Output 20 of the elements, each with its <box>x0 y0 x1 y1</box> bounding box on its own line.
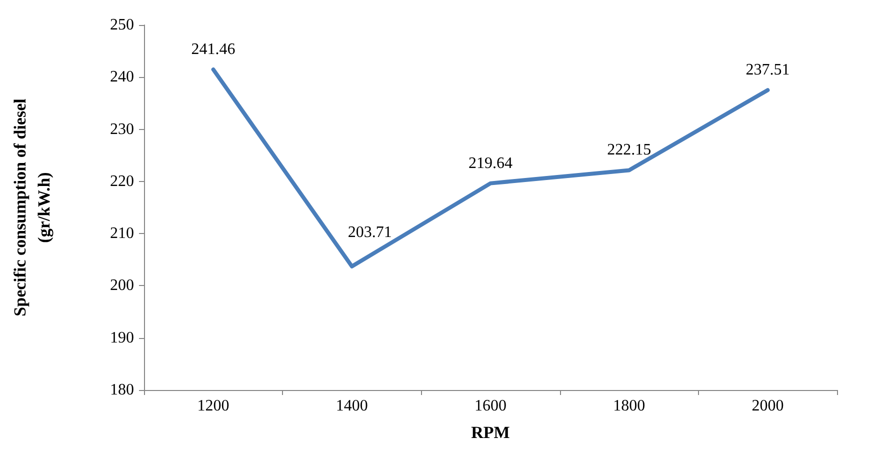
y-axis-title: Specific consumption of diesel (gr/kW.h) <box>10 98 54 316</box>
y-tick-label: 180 <box>110 382 134 398</box>
y-tick-label: 230 <box>110 120 134 138</box>
x-tick-label: 1600 <box>474 398 506 414</box>
data-label: 219.64 <box>468 154 512 172</box>
data-label: 222.15 <box>607 142 652 159</box>
data-label: 241.46 <box>191 41 236 58</box>
x-tick-label: 1400 <box>336 398 368 414</box>
x-tick-label: 1800 <box>613 398 646 414</box>
x-tick-label: 2000 <box>752 398 784 414</box>
y-tick-label: 220 <box>110 172 134 190</box>
data-label: 203.71 <box>348 224 392 241</box>
y-tick-label: 200 <box>110 277 134 294</box>
y-tick-label: 210 <box>110 225 134 242</box>
y-tick-label: 190 <box>110 329 134 346</box>
y-tick-label: 240 <box>110 68 134 86</box>
x-axis-title: RPM <box>471 423 510 442</box>
x-tick-label: 1200 <box>197 398 230 414</box>
y-tick-label: 250 <box>110 16 134 34</box>
data-label: 237.51 <box>746 62 790 79</box>
